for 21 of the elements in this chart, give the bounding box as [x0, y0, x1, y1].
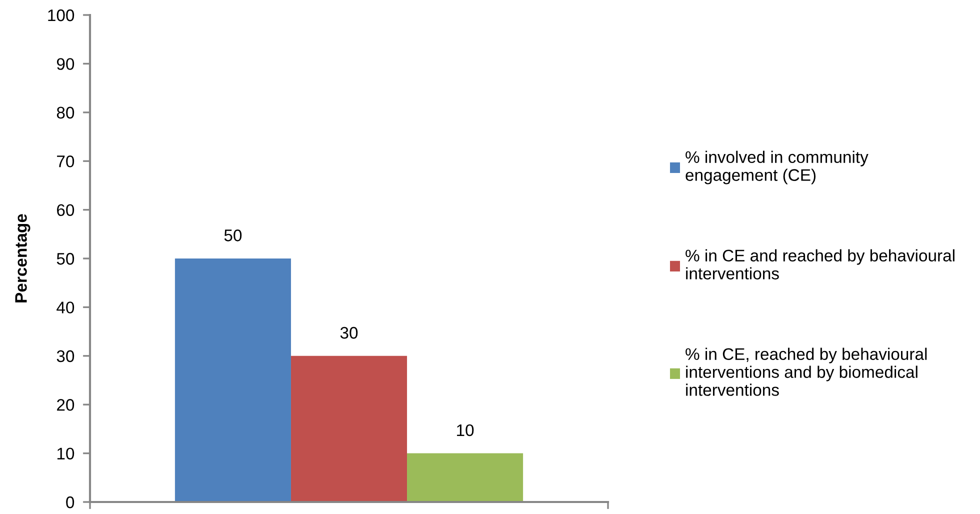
- data-label: 10: [457, 424, 474, 436]
- y-tick-label: 80: [56, 106, 74, 119]
- y-tick-label: 90: [56, 58, 74, 70]
- legend-label: % in CE, reached by behavioural interventions and by biomedical interventions: [686, 348, 927, 396]
- y-axis-title: Percentage: [15, 214, 30, 302]
- legend-label: % involved in community engagement (CE): [686, 150, 868, 184]
- y-tick-label: 60: [57, 204, 74, 216]
- y-tick-label: 10: [57, 448, 74, 460]
- bar: [174, 258, 291, 502]
- y-tick-label: 0: [66, 496, 74, 508]
- legend-label: % in CE and reached by behavioural interventions: [686, 249, 954, 280]
- y-tick-label: 100: [48, 9, 74, 22]
- data-label: 50: [224, 230, 242, 242]
- y-tick-label: 40: [56, 302, 74, 314]
- y-tick-label: 30: [56, 350, 74, 362]
- y-tick-label: 50: [56, 252, 74, 265]
- y-tick-label: 20: [57, 399, 74, 411]
- bar: [407, 453, 524, 502]
- bar: [290, 356, 408, 502]
- y-tick-label: 70: [57, 156, 74, 168]
- data-label: 30: [340, 326, 358, 339]
